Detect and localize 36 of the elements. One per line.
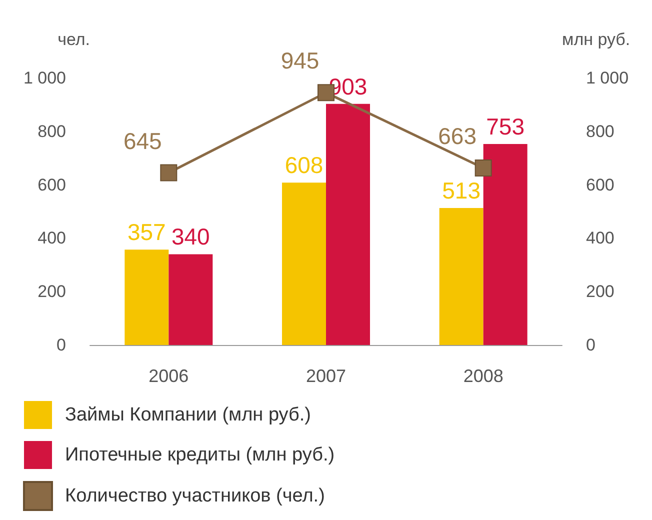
bar <box>326 104 370 345</box>
legend-label: Займы Компании (млн руб.) <box>65 404 312 426</box>
y-tick-label: 800 <box>38 122 66 141</box>
y-axis-title: чел. <box>58 30 90 49</box>
y2-tick-label: 400 <box>586 228 614 248</box>
legend-label: Ипотечные кредиты (млн руб.) <box>65 444 335 466</box>
y2-tick-label: 1 000 <box>586 68 629 88</box>
bar <box>439 208 484 345</box>
y-tick-label: 200 <box>38 282 66 302</box>
data-label: 753 <box>486 113 525 140</box>
x-tick-label: 2007 <box>306 366 346 386</box>
y2-tick-label: 200 <box>586 282 614 302</box>
y-tick-label: 600 <box>38 175 66 194</box>
y-tick-label: 1 000 <box>23 68 66 88</box>
data-label: 513 <box>442 178 481 204</box>
y-tick-label: 0 <box>56 336 66 354</box>
data-label: 608 <box>284 152 324 178</box>
y2-axis-title: млн руб. <box>562 30 630 49</box>
y-tick-label: 400 <box>38 228 66 248</box>
bar <box>483 144 528 345</box>
bar <box>282 182 326 345</box>
y2-tick-label: 600 <box>586 175 614 194</box>
bar <box>168 254 213 345</box>
y2-tick-label: 0 <box>586 336 596 354</box>
point <box>474 159 492 176</box>
x-tick-label: 2008 <box>463 366 504 386</box>
data-label: 340 <box>171 224 210 250</box>
x-tick-label: 2006 <box>148 366 189 386</box>
bar <box>124 250 169 345</box>
legend-label: Количество участников (чел.) <box>65 486 325 506</box>
data-label: 663 <box>438 122 477 149</box>
data-label: 357 <box>127 219 166 246</box>
point <box>160 164 178 182</box>
data-label: 645 <box>123 128 162 154</box>
data-label: 945 <box>280 48 320 74</box>
y2-tick-label: 800 <box>586 122 614 141</box>
